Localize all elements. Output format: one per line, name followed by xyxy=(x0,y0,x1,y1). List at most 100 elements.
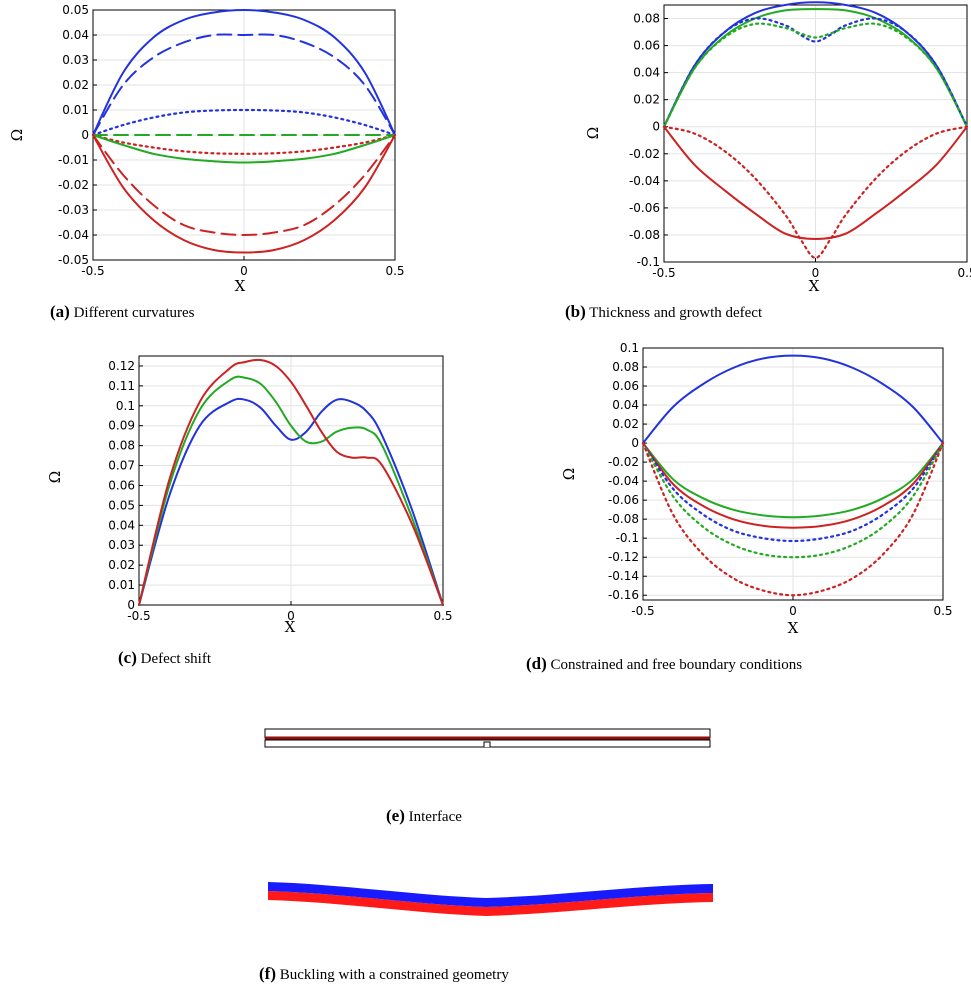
y-tick-label: -0.04 xyxy=(58,228,89,242)
series-line-red-solid xyxy=(642,442,944,529)
y-tick-label: -0.01 xyxy=(58,153,89,167)
caption-c: (c) Defect shift xyxy=(118,648,211,668)
y-tick-label: 0.04 xyxy=(62,28,89,42)
series-line-red-solid xyxy=(663,125,968,241)
caption-c-letter: (c) xyxy=(118,648,137,667)
y-tick-label: 0.06 xyxy=(108,478,135,492)
interface-defect-notch xyxy=(483,741,491,747)
y-tick-label: -0.16 xyxy=(608,588,639,602)
series-line-red-solid xyxy=(138,358,444,606)
y-tick-label: -0.02 xyxy=(629,147,660,161)
plot-d: -0.5 0 0.5 0.1 0.08 0.06 0.04 0.02 0 -0.02 -0.04 -0… xyxy=(560,341,953,637)
caption-b-text: Thickness and growth defect xyxy=(589,305,763,321)
series-line-red-solid xyxy=(92,134,396,254)
series-line-green-solid xyxy=(138,375,444,606)
y-tick-label: 0.02 xyxy=(62,78,89,92)
x-axis-label: X xyxy=(285,618,296,636)
plot-frame xyxy=(138,355,444,606)
y-tick-label: 0 xyxy=(127,598,135,612)
caption-f-text: Buckling with a constrained geometry xyxy=(279,967,509,983)
y-tick-label: -0.08 xyxy=(629,228,660,242)
caption-a-letter: (a) xyxy=(50,302,70,321)
series-line-green-solid xyxy=(642,442,944,519)
series-line-blue-solid xyxy=(138,397,444,606)
y-tick-label: -0.05 xyxy=(58,253,89,267)
series-line-blue-solid xyxy=(642,354,944,445)
y-tick-label: 0.07 xyxy=(108,459,135,473)
y-tick-label: 0.03 xyxy=(108,538,135,552)
series-line-blue-dotted xyxy=(91,108,397,137)
series-line-blue-solid xyxy=(92,8,396,136)
y-tick-label: 0.06 xyxy=(612,379,639,393)
y-tick-label: 0.11 xyxy=(108,379,135,393)
y-tick-label: 0.01 xyxy=(62,103,89,117)
x-tick-label: -0.5 xyxy=(652,266,675,280)
y-axis-label: Ω xyxy=(8,129,26,141)
series-line-red-dotted xyxy=(91,133,397,155)
y-tick-label: -0.04 xyxy=(629,174,660,188)
series-line-red-dotted xyxy=(662,125,969,260)
y-tick-label: 0.1 xyxy=(116,399,135,413)
x-tick-label: 0.5 xyxy=(933,604,952,618)
caption-c-text: Defect shift xyxy=(140,651,212,667)
y-tick-label: -0.02 xyxy=(608,455,639,469)
x-tick-label: -0.5 xyxy=(81,264,104,278)
y-tick-label: 0.02 xyxy=(612,417,639,431)
y-tick-label: -0.03 xyxy=(58,203,89,217)
series-line-blue-dashed xyxy=(92,33,396,136)
caption-f: (f) Buckling with a constrained geometry xyxy=(259,964,509,984)
series-line-green-dotted xyxy=(662,22,969,128)
x-axis-label: X xyxy=(235,277,246,295)
plot-frame xyxy=(642,347,944,601)
x-tick-label: 0 xyxy=(812,266,820,280)
plot-c: -0.5 0 0.50.120.110.10.090.080.070.060.050… xyxy=(46,355,453,636)
y-tick-label: 0.08 xyxy=(633,12,660,26)
series-line-red-dashed xyxy=(92,134,396,237)
y-tick-label: 0.02 xyxy=(633,93,660,107)
y-tick-label: 0.09 xyxy=(108,419,135,433)
y-tick-label: -0.12 xyxy=(608,550,639,564)
caption-e-text: Interface xyxy=(408,809,462,825)
y-tick-label: -0.14 xyxy=(608,569,639,583)
y-tick-label: 0.04 xyxy=(108,518,135,532)
y-tick-label: 0.05 xyxy=(62,3,89,17)
x-tick-label: 0.5 xyxy=(433,609,452,623)
plot-b: -0.5 0 0.5 0.08 0.06 0.04 0.02 0 -0.02 -0.04 -0.06… xyxy=(584,1,971,295)
plot-frame xyxy=(663,4,968,263)
x-tick-label: 0 xyxy=(287,609,295,623)
y-tick-label: 0.08 xyxy=(108,439,135,453)
caption-d: (d) Constrained and free boundary condit… xyxy=(526,654,802,674)
x-tick-label: 0 xyxy=(240,264,248,278)
y-tick-label: -0.08 xyxy=(608,512,639,526)
y-tick-label: 0.01 xyxy=(108,578,135,592)
y-tick-label: 0.05 xyxy=(108,498,135,512)
series-line-green-solid xyxy=(663,8,968,128)
y-tick-label: 0 xyxy=(81,128,89,142)
caption-a: (a) Different curvatures xyxy=(50,302,195,322)
series-line-blue-dotted xyxy=(662,17,969,128)
y-tick-label: 0.04 xyxy=(633,66,660,80)
caption-b-letter: (b) xyxy=(565,302,586,321)
x-axis-label: X xyxy=(809,277,820,295)
y-axis-label: Ω xyxy=(46,471,64,483)
y-tick-label: -0.1 xyxy=(637,255,660,269)
y-axis-label: Ω xyxy=(560,468,578,480)
y-tick-label: 0 xyxy=(652,120,660,134)
caption-d-text: Constrained and free boundary conditions xyxy=(550,657,803,673)
y-tick-label: -0.02 xyxy=(58,178,89,192)
caption-a-text: Different curvatures xyxy=(73,305,195,321)
bilayer-red-layer xyxy=(268,891,713,916)
bilayer-blue-layer xyxy=(268,882,713,907)
y-axis-label: Ω xyxy=(584,127,602,139)
series-line-red-dotted xyxy=(641,441,945,597)
series-line-blue-dotted xyxy=(641,441,945,543)
caption-f-letter: (f) xyxy=(259,964,276,983)
y-tick-label: 0.06 xyxy=(633,39,660,53)
series-line-green-dotted xyxy=(641,441,945,559)
x-tick-label: 0.5 xyxy=(957,266,971,280)
plot-a: -0.5 0 0.5 0.05 0.04 0.03 0.02 0.01 0 -0.01 -0.02 -… xyxy=(8,3,405,295)
caption-d-letter: (d) xyxy=(526,654,547,673)
interface-diagram xyxy=(264,728,711,748)
y-tick-label: 0.08 xyxy=(612,360,639,374)
